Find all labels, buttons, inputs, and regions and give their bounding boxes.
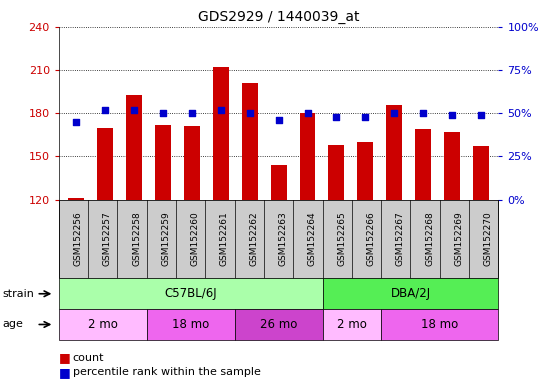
Bar xyxy=(416,129,431,200)
Point xyxy=(303,110,312,116)
Text: DBA/2J: DBA/2J xyxy=(390,287,431,300)
Point xyxy=(72,119,81,125)
Text: 18 mo: 18 mo xyxy=(421,318,459,331)
Text: ■: ■ xyxy=(59,366,71,379)
Bar xyxy=(126,94,142,200)
Text: GSM152269: GSM152269 xyxy=(455,212,464,266)
Point xyxy=(419,110,428,116)
Text: GSM152257: GSM152257 xyxy=(102,212,112,266)
Point xyxy=(245,110,254,116)
Text: GSM152259: GSM152259 xyxy=(161,212,170,266)
Text: GSM152266: GSM152266 xyxy=(366,212,376,266)
Point xyxy=(361,114,370,120)
Text: GSM152258: GSM152258 xyxy=(132,212,141,266)
Point xyxy=(390,110,399,116)
Point xyxy=(188,110,197,116)
Text: GSM152262: GSM152262 xyxy=(249,212,258,266)
Bar xyxy=(386,104,402,200)
Bar xyxy=(444,132,460,200)
Bar xyxy=(357,142,374,200)
Point xyxy=(447,112,456,118)
Text: age: age xyxy=(3,319,24,329)
Point xyxy=(101,107,110,113)
Text: GSM152264: GSM152264 xyxy=(308,212,317,266)
Text: GSM152261: GSM152261 xyxy=(220,212,229,266)
Bar xyxy=(329,145,344,200)
Bar xyxy=(68,198,84,200)
Text: percentile rank within the sample: percentile rank within the sample xyxy=(73,367,260,377)
Text: GSM152267: GSM152267 xyxy=(396,212,405,266)
Text: 18 mo: 18 mo xyxy=(172,318,209,331)
Bar xyxy=(300,113,315,200)
Bar xyxy=(97,127,113,200)
Bar xyxy=(473,146,489,200)
Point xyxy=(129,107,138,113)
Point xyxy=(332,114,341,120)
Point xyxy=(477,112,486,118)
Text: GSM152268: GSM152268 xyxy=(425,212,434,266)
Text: 2 mo: 2 mo xyxy=(337,318,367,331)
Bar xyxy=(155,125,171,200)
Text: GSM152270: GSM152270 xyxy=(484,212,493,266)
Text: count: count xyxy=(73,353,104,363)
Text: 2 mo: 2 mo xyxy=(88,318,118,331)
Text: 26 mo: 26 mo xyxy=(260,318,297,331)
Bar xyxy=(184,126,200,200)
Text: ■: ■ xyxy=(59,351,71,364)
Text: GSM152260: GSM152260 xyxy=(190,212,200,266)
Bar xyxy=(270,165,287,200)
Point xyxy=(274,117,283,123)
Point xyxy=(216,107,225,113)
Bar xyxy=(213,67,228,200)
Text: GSM152256: GSM152256 xyxy=(73,212,82,266)
Point xyxy=(158,110,167,116)
Text: C57BL/6J: C57BL/6J xyxy=(165,287,217,300)
Text: GSM152263: GSM152263 xyxy=(279,212,288,266)
Text: strain: strain xyxy=(3,289,35,299)
Text: GSM152265: GSM152265 xyxy=(337,212,346,266)
Bar xyxy=(242,83,258,200)
Text: GDS2929 / 1440039_at: GDS2929 / 1440039_at xyxy=(198,10,360,23)
